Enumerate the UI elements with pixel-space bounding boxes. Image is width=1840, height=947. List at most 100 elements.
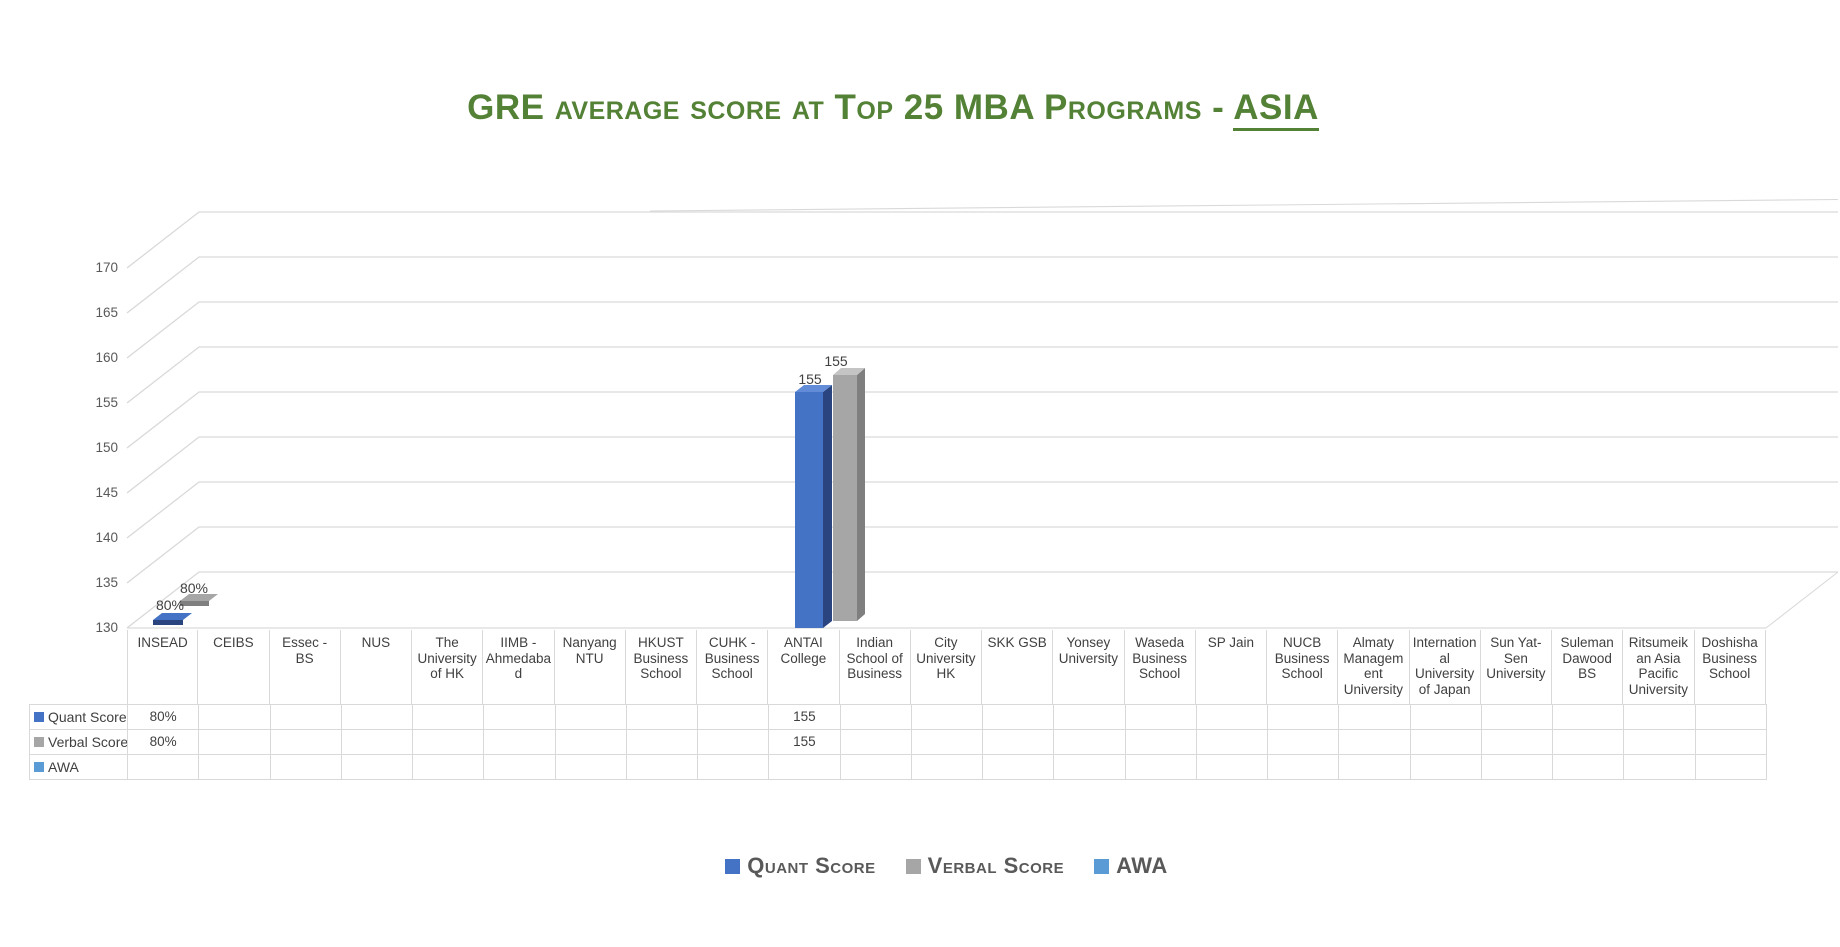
table-cell: [1553, 755, 1625, 780]
legend-item-quant-score[interactable]: Quant Score: [725, 853, 875, 879]
table-cell: [1410, 755, 1482, 780]
table-cell: [1624, 730, 1696, 755]
gridline: [126, 391, 1838, 449]
y-tick-label: 170: [95, 260, 118, 275]
table-cell: [341, 755, 413, 780]
bar-verbal-insead[interactable]: [180, 594, 218, 606]
table-cell: [1125, 730, 1197, 755]
table-cell: [911, 705, 983, 730]
bar-verbal-antai-college[interactable]: [833, 368, 865, 621]
legend-key-swatch-icon: [34, 737, 44, 747]
chart-title-highlight: ASIA: [1233, 88, 1319, 131]
bar-front-face[interactable]: [833, 375, 857, 621]
bar-top-face[interactable]: [833, 368, 865, 375]
category-label: Almaty Management University: [1338, 630, 1410, 704]
table-cell: [840, 705, 912, 730]
table-cell: [555, 730, 627, 755]
y-tick-label: 145: [95, 485, 118, 500]
data-label-verbal-insead: 80%: [179, 580, 209, 596]
bar-top-face[interactable]: [795, 385, 832, 392]
table-cell: [1125, 705, 1197, 730]
table-cell: [341, 730, 413, 755]
gridline: [126, 346, 1838, 404]
y-tick-label: 150: [95, 440, 118, 455]
series-name-label: Quant Score: [48, 709, 127, 725]
table-cell: [626, 730, 698, 755]
series-key-cell: Verbal Score: [30, 730, 128, 755]
table-cell: [270, 705, 342, 730]
category-label: The University of HK: [412, 630, 484, 704]
table-cell: [840, 730, 912, 755]
table-cell: [911, 730, 983, 755]
category-label: City University HK: [911, 630, 982, 704]
table-cell: 80%: [128, 705, 200, 730]
table-cell: [1624, 755, 1696, 780]
table-cell: [413, 730, 485, 755]
bar-front-face[interactable]: [180, 601, 209, 606]
table-cell: [1054, 705, 1126, 730]
table-cell: [555, 755, 627, 780]
table-cell: [1410, 730, 1482, 755]
table-cell: [484, 730, 556, 755]
legend-key-swatch-icon: [34, 712, 44, 722]
bar-front-face[interactable]: [795, 392, 823, 628]
series-name-label: Verbal Score: [48, 734, 128, 750]
legend-item-awa[interactable]: AWA: [1094, 853, 1168, 879]
table-cell: [1339, 730, 1411, 755]
quant-score-swatch-icon: [725, 858, 741, 874]
table-cell: [769, 755, 841, 780]
table-cell: [1339, 755, 1411, 780]
table-cell: [1481, 730, 1553, 755]
category-label: CUHK - Business School: [697, 630, 769, 704]
category-label: IIMB - Ahmedabad: [483, 630, 555, 704]
bar-side-face[interactable]: [857, 368, 865, 621]
bar-quant-antai-college[interactable]: [795, 385, 832, 628]
bar-top-face[interactable]: [180, 594, 218, 601]
x-axis[interactable]: INSEAD CEIBS Essec - BS NUS The University o…: [127, 630, 1766, 704]
category-label: Nanyang NTU: [555, 630, 626, 704]
y-tick-label: 160: [95, 350, 118, 365]
data-label-quant-insead: 80%: [155, 597, 185, 613]
table-cell: [983, 705, 1055, 730]
category-label: HKUST Business School: [626, 630, 697, 704]
category-label: INSEAD: [127, 630, 199, 704]
floor-right-edge: [1765, 571, 1839, 629]
legend-item-verbal-score[interactable]: Verbal Score: [905, 853, 1064, 879]
table-cell: [1481, 705, 1553, 730]
gridline: [126, 571, 1838, 629]
table-cell: [626, 705, 698, 730]
table-row: AWA: [30, 755, 1767, 780]
chart-title[interactable]: GRE average score at Top 25 MBA Programs…: [0, 88, 1786, 131]
table-cell: [1125, 755, 1197, 780]
category-label: SKK GSB: [982, 630, 1054, 704]
bar-front-face[interactable]: [153, 620, 183, 625]
y-tick-label: 165: [95, 305, 118, 320]
table-cell: [555, 705, 627, 730]
table-cell: [1268, 730, 1340, 755]
table-cell: [1268, 755, 1340, 780]
table-cell: [698, 705, 770, 730]
legend-label: AWA: [1116, 853, 1168, 878]
table-cell: [484, 705, 556, 730]
legend-key-swatch-icon: [34, 762, 44, 772]
table-cell: [1054, 730, 1126, 755]
category-label: Sun Yat-Sen University: [1481, 630, 1552, 704]
series-key-cell: Quant Score: [30, 705, 128, 730]
gridline: [126, 526, 1838, 584]
category-label: NUCB Business School: [1267, 630, 1339, 704]
category-label: Essec - BS: [270, 630, 341, 704]
category-label: Suleman Dawood BS: [1552, 630, 1624, 704]
table-cell: [1268, 705, 1340, 730]
bar-side-face[interactable]: [823, 385, 832, 628]
bar-quant-insead[interactable]: [153, 613, 192, 625]
legend: Quant Score Verbal Score AWA: [127, 850, 1766, 882]
gridline: [126, 256, 1838, 314]
table-cell: 155: [769, 730, 841, 755]
table-row: Verbal Score 80% 155: [30, 730, 1767, 755]
table-cell: [1054, 755, 1126, 780]
category-label: International University of Japan: [1410, 630, 1481, 704]
data-table[interactable]: Quant Score 80% 155 Verbal Score 80% 155 AWA: [29, 704, 1767, 780]
bar-top-face[interactable]: [153, 613, 192, 620]
awa-swatch-icon: [1094, 858, 1110, 874]
